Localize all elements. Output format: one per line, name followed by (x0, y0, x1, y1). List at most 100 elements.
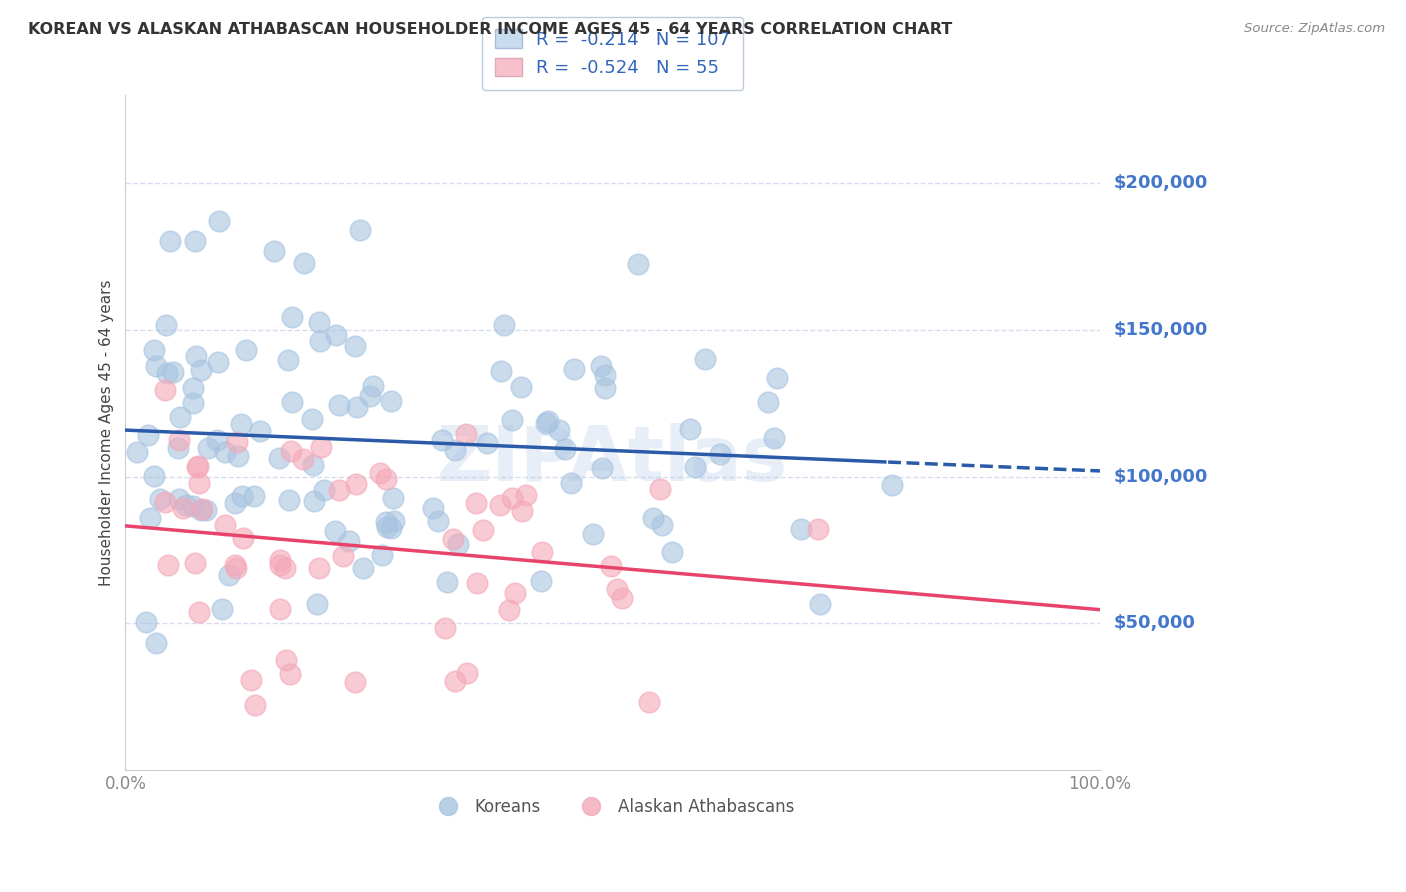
Point (207, 433, 229, 447)
Point (280, 444, 302, 458)
Point (492, 318, 515, 332)
Point (301, 458, 323, 472)
Point (269, 553, 291, 567)
Point (353, 561, 375, 575)
Point (277, 352, 299, 367)
Point (184, 350, 207, 364)
Point (661, 545, 683, 559)
Point (269, 601, 291, 615)
Point (344, 476, 367, 491)
Point (641, 511, 664, 525)
Point (169, 409, 191, 424)
Point (240, 673, 263, 687)
Point (278, 667, 301, 681)
Y-axis label: Householder Income Ages 45 - 64 years: Householder Income Ages 45 - 64 years (100, 279, 114, 586)
Point (277, 493, 299, 508)
Point (375, 520, 398, 534)
Point (263, 244, 285, 258)
Point (155, 318, 177, 333)
Point (444, 442, 467, 457)
Point (325, 327, 347, 342)
Point (195, 503, 218, 517)
Point (534, 416, 557, 430)
Point (190, 363, 212, 377)
Point (582, 526, 605, 541)
Text: ZIPAtlas: ZIPAtlas (437, 423, 789, 497)
Point (186, 460, 208, 475)
Point (610, 591, 633, 606)
Point (638, 695, 661, 709)
Point (763, 431, 786, 445)
Point (537, 414, 560, 428)
Point (184, 234, 207, 248)
Point (243, 698, 266, 713)
Point (498, 603, 520, 617)
Point (174, 499, 197, 513)
Point (464, 496, 486, 510)
Point (187, 458, 209, 473)
Point (232, 531, 254, 545)
Point (136, 428, 159, 442)
Point (308, 315, 330, 329)
Point (307, 597, 329, 611)
Point (243, 489, 266, 503)
Point (503, 585, 526, 599)
Point (292, 452, 315, 467)
Point (328, 398, 350, 412)
Point (432, 433, 454, 447)
Point (593, 368, 616, 382)
Text: $200,000: $200,000 (1114, 174, 1208, 193)
Point (224, 496, 246, 510)
Point (142, 343, 165, 357)
Point (547, 423, 569, 437)
Point (489, 364, 512, 378)
Point (138, 511, 160, 525)
Point (651, 518, 673, 533)
Point (181, 381, 204, 395)
Text: KOREAN VS ALASKAN ATHABASCAN HOUSEHOLDER INCOME AGES 45 - 64 YEARS CORRELATION C: KOREAN VS ALASKAN ATHABASCAN HOUSEHOLDER… (28, 22, 952, 37)
Point (471, 523, 494, 537)
Point (627, 257, 650, 271)
Point (281, 310, 304, 324)
Point (560, 475, 582, 490)
Point (145, 636, 167, 650)
Point (226, 449, 249, 463)
Point (157, 558, 180, 572)
Point (382, 514, 405, 528)
Point (346, 400, 368, 414)
Point (145, 359, 167, 373)
Point (274, 561, 297, 575)
Point (515, 488, 537, 502)
Point (766, 371, 789, 385)
Point (489, 498, 512, 512)
Point (301, 412, 323, 426)
Point (444, 674, 467, 689)
Text: $50,000: $50,000 (1114, 615, 1195, 632)
Point (465, 576, 488, 591)
Point (167, 433, 190, 447)
Point (143, 469, 166, 483)
Point (162, 365, 184, 379)
Point (501, 491, 523, 505)
Point (381, 491, 404, 505)
Point (267, 450, 290, 465)
Text: $100,000: $100,000 (1114, 467, 1208, 485)
Point (308, 560, 330, 574)
Point (197, 441, 219, 455)
Point (501, 413, 523, 427)
Text: $150,000: $150,000 (1114, 321, 1208, 339)
Point (882, 477, 904, 491)
Point (371, 548, 394, 562)
Point (225, 561, 247, 575)
Point (153, 384, 176, 398)
Point (380, 393, 402, 408)
Point (434, 621, 457, 635)
Point (159, 234, 181, 248)
Point (188, 605, 211, 619)
Text: Source: ZipAtlas.com: Source: ZipAtlas.com (1244, 22, 1385, 36)
Point (235, 343, 257, 357)
Point (274, 653, 297, 667)
Legend: Koreans, Alaskan Athabascans: Koreans, Alaskan Athabascans (425, 791, 800, 822)
Point (756, 395, 779, 409)
Point (207, 355, 229, 369)
